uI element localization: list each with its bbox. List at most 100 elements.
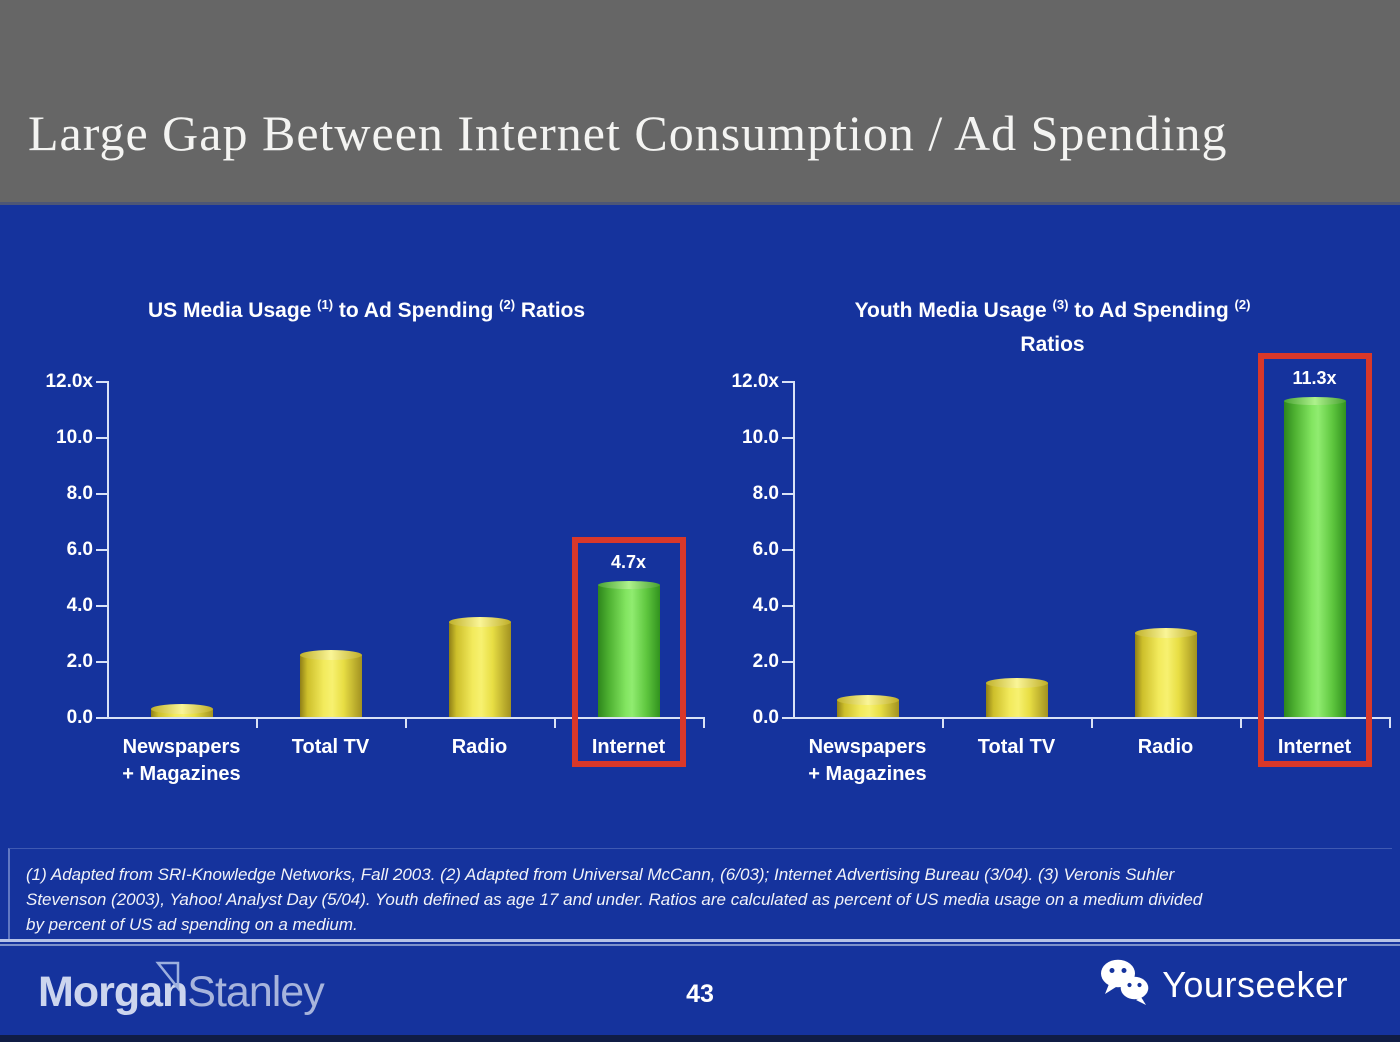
chart-plot-us: 12.0x 10.0 8.0 6.0 4.0 2.0 0.0 Newspapers + Maga… <box>30 270 710 802</box>
y-axis-tick <box>96 717 107 719</box>
title-superscript: (3) <box>1052 297 1069 312</box>
y-axis-tick-label: 12.0x <box>45 371 93 392</box>
x-axis-tick <box>942 719 944 728</box>
y-axis-tick-label: 4.0 <box>752 595 779 616</box>
y-axis-tick <box>782 661 793 663</box>
x-axis-tick <box>703 719 705 728</box>
category-label-line: + Magazines <box>122 763 241 785</box>
category-label-radio: Radio <box>390 734 570 761</box>
bar-internet <box>597 581 660 717</box>
x-axis-tick <box>256 719 258 728</box>
bar-radio <box>448 616 511 717</box>
chart-title-us: US Media Usage (1) to Ad Spending (2) Ra… <box>30 288 703 328</box>
y-axis-line <box>107 381 109 719</box>
y-axis-tick <box>96 549 107 551</box>
footer-separator <box>0 939 1400 946</box>
category-label-newspapers-magazines: Newspapers + Magazines <box>778 734 958 788</box>
y-axis-tick-label: 6.0 <box>752 539 779 560</box>
title-text: Youth Media Usage <box>854 299 1053 322</box>
highlight-red-box <box>571 537 686 767</box>
highlight-value-label: 4.7x <box>610 552 647 573</box>
y-axis-tick <box>782 493 793 495</box>
x-axis-tick <box>1091 719 1093 728</box>
chart-us-media-usage: US Media Usage (1) to Ad Spending (2) Ra… <box>30 270 710 802</box>
title-text: US Media Usage <box>147 299 318 322</box>
y-axis-tick <box>96 381 107 383</box>
title-superscript: (1) <box>317 297 334 312</box>
watermark: Yourseeker <box>1098 958 1348 1011</box>
morgan-stanley-triangle-icon <box>154 954 182 1003</box>
x-axis-tick <box>1389 719 1391 728</box>
bar-newspapers-magazines <box>836 695 899 717</box>
y-axis-tick-label: 12.0x <box>731 371 779 392</box>
bottom-strip <box>0 1035 1400 1042</box>
footnote-line-3: by percent of US ad spending on a medium… <box>26 915 358 934</box>
bar-newspapers-magazines <box>150 703 213 717</box>
x-axis-line <box>793 717 1391 719</box>
y-axis-tick <box>96 437 107 439</box>
chart-title-youth: Youth Media Usage (3) to Ad Spending (2)… <box>716 288 1389 362</box>
y-axis-tick-label: 10.0 <box>742 427 779 448</box>
category-label-line: + Magazines <box>808 763 927 785</box>
y-axis-tick-label: 8.0 <box>752 483 779 504</box>
logo-text-morgan: Morgan <box>38 968 188 1016</box>
page-number: 43 <box>686 980 714 1008</box>
y-axis-tick-label: 0.0 <box>752 707 779 728</box>
y-axis-tick <box>782 549 793 551</box>
y-axis-tick-label: 2.0 <box>752 651 779 672</box>
x-axis-line <box>107 717 705 719</box>
title-text: Ratios <box>1020 333 1085 356</box>
y-axis-tick-label: 10.0 <box>56 427 93 448</box>
slide-title: Large Gap Between Internet Consumption /… <box>28 105 1228 161</box>
y-axis-line <box>793 381 795 719</box>
y-axis-tick <box>782 717 793 719</box>
category-label-line: Internet <box>1277 736 1352 758</box>
y-axis-tick-label: 0.0 <box>66 707 93 728</box>
category-label-line: Radio <box>1137 736 1194 758</box>
y-axis-tick <box>782 381 793 383</box>
footnote-line-1: (1) Adapted from SRI-Knowledge Networks,… <box>26 865 1175 884</box>
y-axis-tick-label: 4.0 <box>66 595 93 616</box>
category-label-line: Newspapers <box>122 736 241 758</box>
bar-internet <box>1283 396 1346 717</box>
y-axis-tick <box>96 493 107 495</box>
footnote-line-2: Stevenson (2003), Yahoo! Analyst Day (5/… <box>26 890 1203 909</box>
bar-radio <box>1134 628 1197 717</box>
title-text: to Ad Spending <box>1068 299 1235 322</box>
x-axis-tick <box>554 719 556 728</box>
y-axis-tick <box>782 437 793 439</box>
title-text: to Ad Spending <box>333 299 500 322</box>
title-superscript: (2) <box>499 297 516 312</box>
wechat-icon <box>1098 958 1152 1011</box>
y-axis-tick <box>96 605 107 607</box>
title-superscript: (2) <box>1234 297 1251 312</box>
chart-youth-media-usage: Youth Media Usage (3) to Ad Spending (2)… <box>716 270 1396 802</box>
logo-text-stanley: Stanley <box>187 968 324 1016</box>
y-axis-tick-label: 8.0 <box>66 483 93 504</box>
category-label-line: Total TV <box>977 736 1056 758</box>
footer: MorganStanley 43 <box>0 946 1400 1035</box>
slide-header: Large Gap Between Internet Consumption /… <box>0 0 1400 205</box>
category-label-newspapers-magazines: Newspapers + Magazines <box>92 734 272 788</box>
category-label-total-tv: Total TV <box>927 734 1107 761</box>
category-label-line: Radio <box>451 736 508 758</box>
highlight-red-box <box>1257 352 1372 767</box>
y-axis-tick-label: 6.0 <box>66 539 93 560</box>
highlight-value-label: 11.3x <box>1292 367 1337 388</box>
watermark-text: Yourseeker <box>1162 963 1348 1005</box>
y-axis-tick-label: 2.0 <box>66 651 93 672</box>
x-axis-tick <box>1240 719 1242 728</box>
bar-total-tv <box>299 650 362 717</box>
y-axis-tick <box>782 605 793 607</box>
category-label-radio: Radio <box>1076 734 1256 761</box>
x-axis-tick <box>405 719 407 728</box>
title-text: Ratios <box>515 299 586 322</box>
category-label-line: Internet <box>591 736 666 758</box>
category-label-line: Newspapers <box>808 736 927 758</box>
category-label-internet: Internet <box>539 734 719 761</box>
footnote: (1) Adapted from SRI-Knowledge Networks,… <box>8 848 1392 939</box>
category-label-line: Total TV <box>291 736 370 758</box>
morgan-stanley-logo: MorganStanley <box>38 961 325 1020</box>
category-label-internet: Internet <box>1225 734 1400 761</box>
